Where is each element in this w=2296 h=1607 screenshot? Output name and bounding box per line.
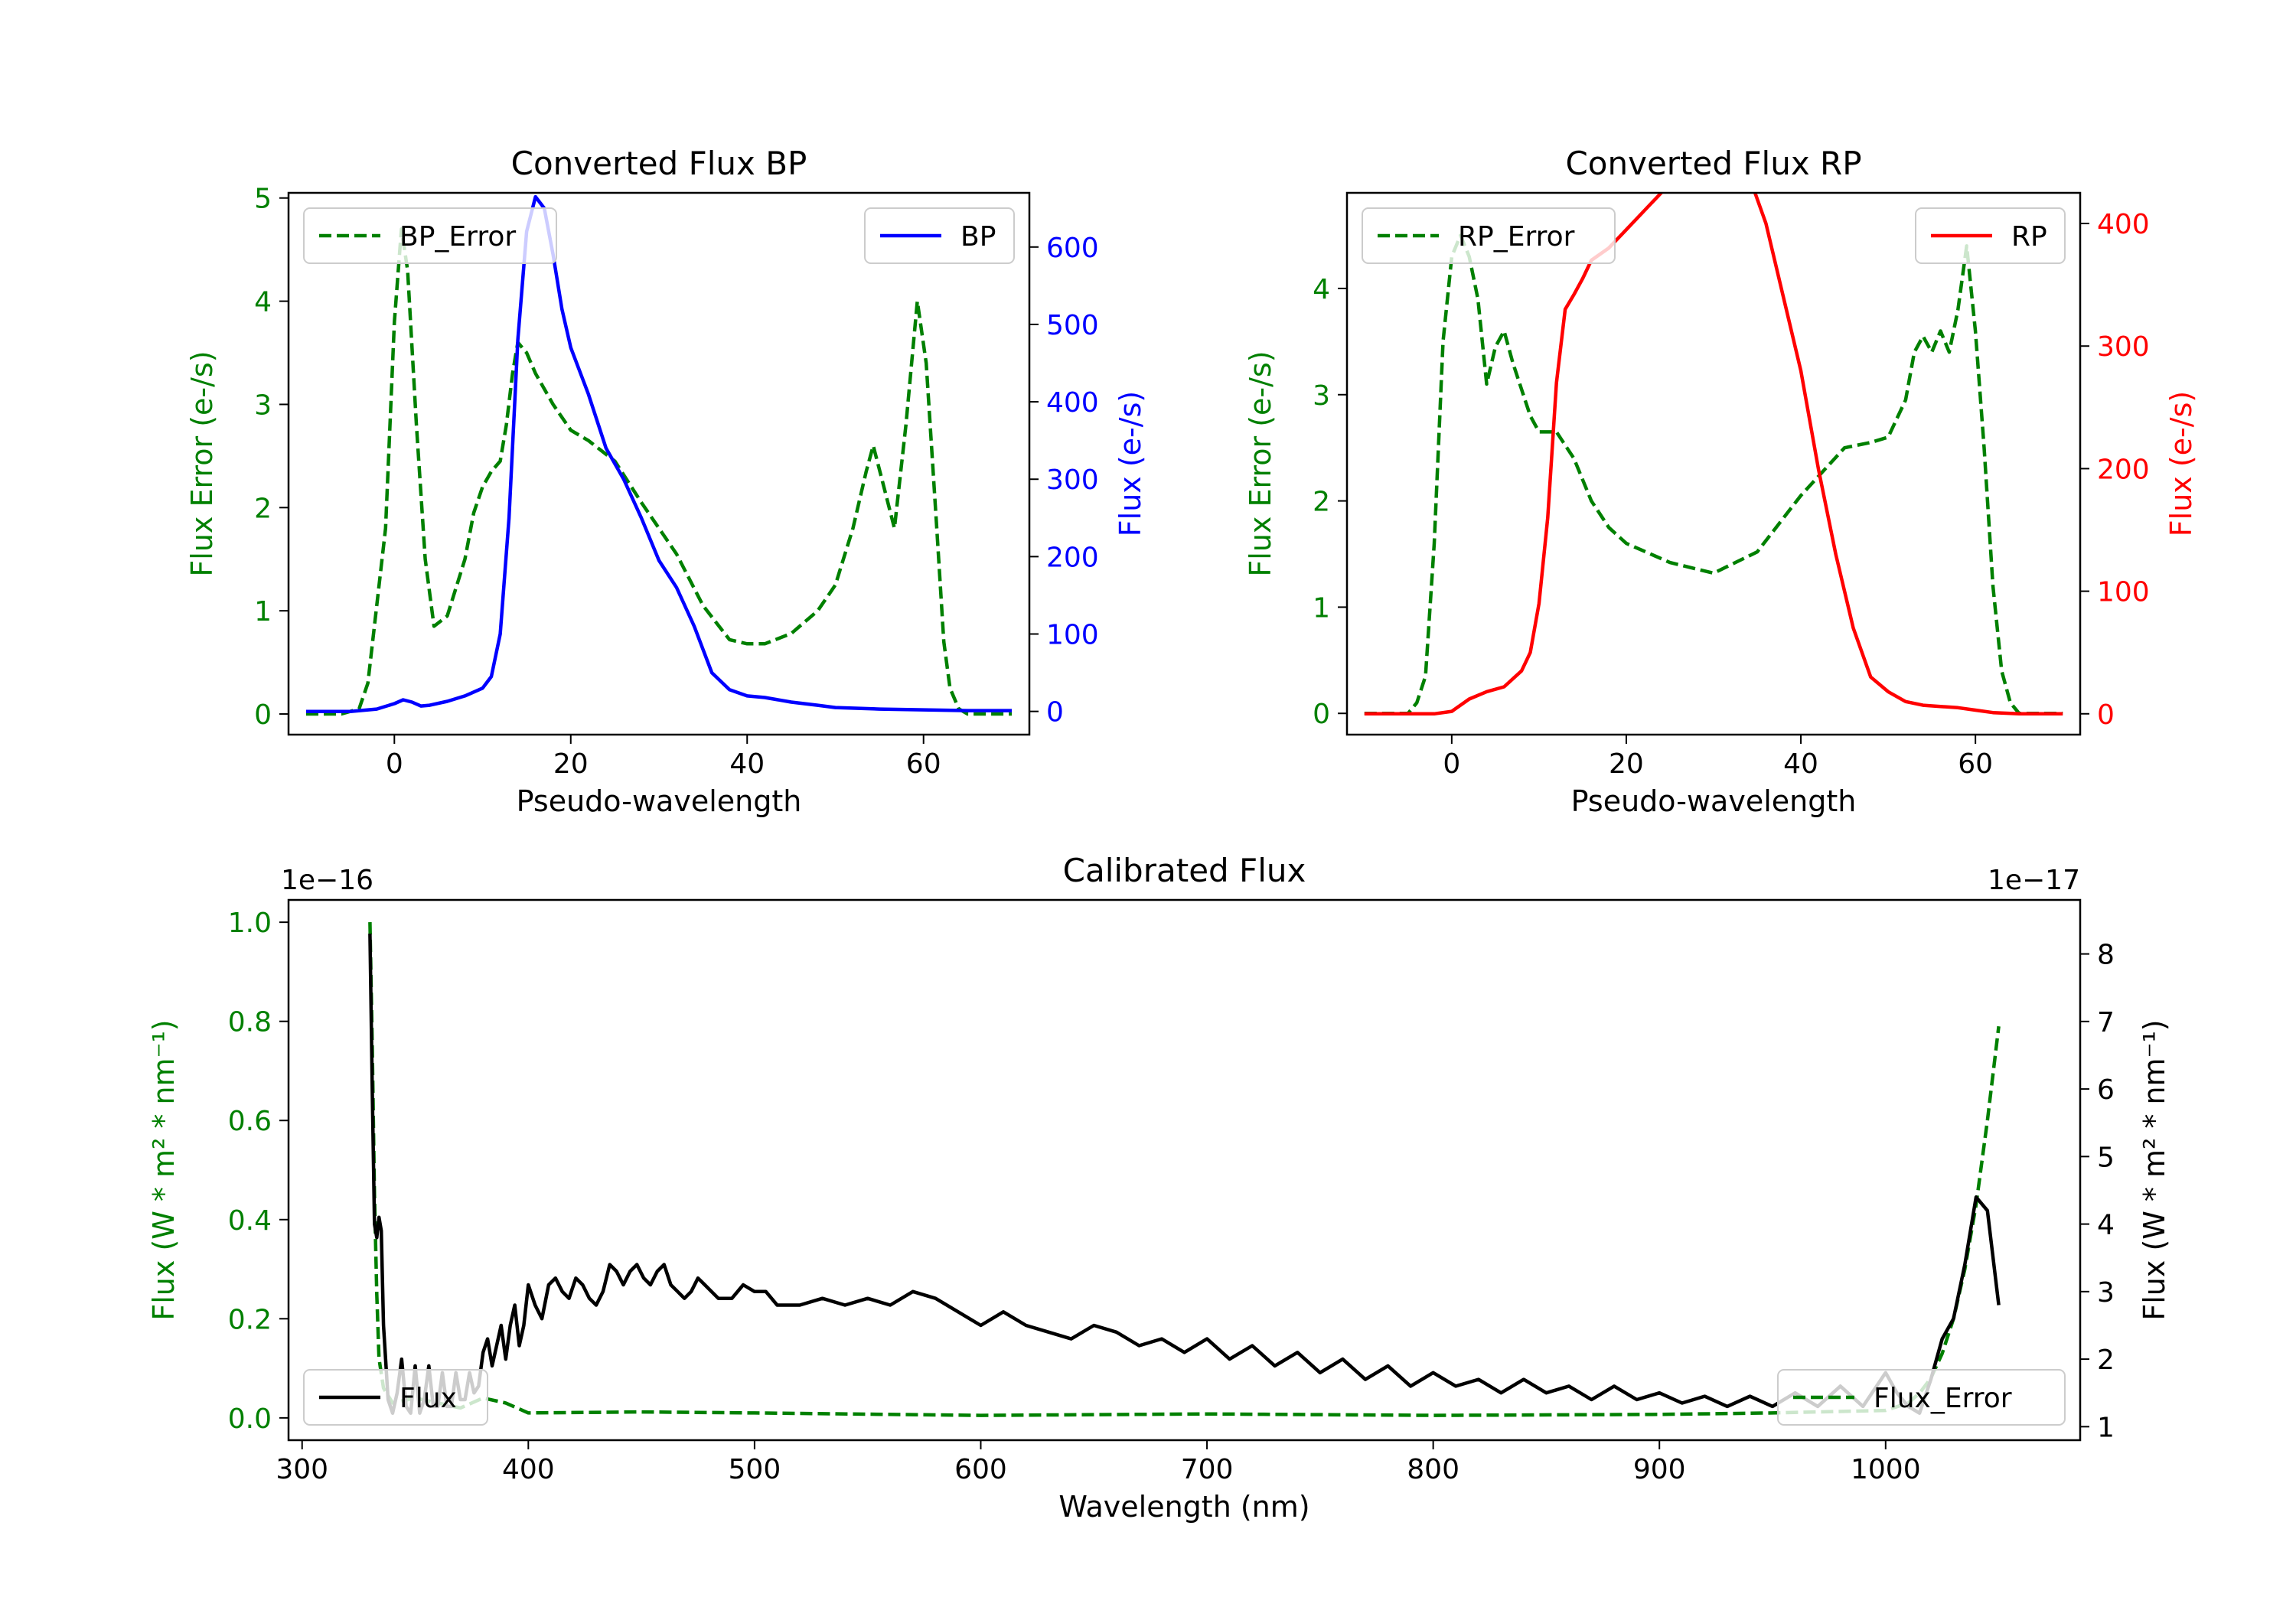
y-left-tick-label: 1 — [1313, 592, 1330, 624]
x-tick-label: 1000 — [1851, 1454, 1921, 1485]
chart-panel-3: Calibrated Flux 300 400 500 600 700 800 900 1000… — [147, 852, 2171, 1524]
y-right-tick-label: 300 — [2097, 331, 2150, 363]
y-left-axis-label: Flux Error (e-/s) — [1244, 350, 1277, 576]
series-line-rp_error — [1364, 233, 2063, 715]
x-tick-label: 40 — [1783, 748, 1818, 780]
plot-frame — [287, 898, 2082, 1442]
x-tick-label: 40 — [729, 748, 765, 780]
legend-label: RP_Error — [1458, 221, 1575, 253]
y-left-tick-label: 4 — [1313, 274, 1330, 305]
y-left-tick-label: 2 — [1313, 487, 1330, 518]
series-line-bp_error — [306, 227, 1012, 716]
x-tick-label: 20 — [553, 748, 589, 780]
x-tick-label: 300 — [276, 1454, 328, 1485]
y-left-tick-label: 4 — [254, 287, 272, 318]
x-tick-label: 500 — [729, 1454, 781, 1485]
legend-label: RP — [2011, 221, 2047, 253]
legend-label: BP — [960, 221, 996, 253]
y-left-tick-label: 0.4 — [228, 1205, 272, 1237]
y-left-tick-label: 3 — [254, 390, 272, 421]
y-right-tick-label: 100 — [1046, 620, 1099, 651]
x-tick-label: 20 — [1609, 748, 1644, 780]
y-right-tick-label: 300 — [1046, 464, 1099, 496]
y-right-tick-label: 6 — [2097, 1074, 2115, 1106]
y-right-tick-label: 200 — [2097, 454, 2150, 485]
y-right-tick-label: 4 — [2097, 1210, 2115, 1241]
chart-title: Calibrated Flux — [1063, 852, 1306, 889]
legend-label: BP_Error — [400, 221, 516, 253]
offset-left-label: 1e−16 — [281, 865, 373, 896]
y-right-tick-label: 400 — [2097, 209, 2150, 240]
x-axis-label: Pseudo-wavelength — [1571, 784, 1857, 818]
offset-right-label: 1e−17 — [1988, 865, 2080, 896]
legend-label: Flux — [400, 1383, 457, 1414]
y-left-axis-label: Flux (W * m² * nm⁻¹) — [147, 1019, 181, 1320]
y-left-tick-label: 0.8 — [228, 1007, 272, 1038]
series-line-rp — [1364, 193, 2063, 716]
y-right-tick-label: 5 — [2097, 1142, 2115, 1173]
y-right-tick-label: 400 — [1046, 387, 1099, 419]
x-axis-label: Pseudo-wavelength — [517, 784, 802, 818]
x-tick-label: 60 — [1958, 748, 1993, 780]
series-line-flux_error — [368, 922, 2001, 1417]
legend-bp_error: BP_Error — [303, 207, 557, 264]
x-tick-label: 0 — [386, 748, 403, 780]
legend-box — [303, 1369, 488, 1426]
y-right-tick-label: 3 — [2097, 1277, 2115, 1309]
y-right-tick-label: 8 — [2097, 940, 2115, 971]
y-right-tick-label: 0 — [1046, 697, 1064, 729]
chart-title: Converted Flux RP — [1565, 145, 1861, 182]
y-right-tick-label: 600 — [1046, 233, 1099, 264]
plot-frame — [287, 191, 1031, 736]
y-right-tick-label: 0 — [2097, 699, 2115, 731]
y-right-tick-label: 2 — [2097, 1345, 2115, 1376]
series-line-flux — [368, 934, 2001, 1415]
x-tick-label: 700 — [1181, 1454, 1234, 1485]
legend-label: Flux_Error — [1874, 1383, 2012, 1414]
x-tick-label: 800 — [1407, 1454, 1459, 1485]
y-left-tick-label: 0 — [1313, 699, 1330, 730]
x-tick-label: 60 — [906, 748, 941, 780]
chart-panel-2: Converted Flux RP0 20 40 60Pseudo-wavelengt… — [1244, 145, 2198, 818]
x-axis-label: Wavelength (nm) — [1058, 1490, 1309, 1524]
y-left-tick-label: 0.2 — [228, 1304, 272, 1335]
legend-box — [1362, 207, 1616, 264]
y-right-tick-label: 100 — [2097, 577, 2150, 608]
y-right-axis-label: Flux (e-/s) — [1114, 391, 1147, 536]
y-left-tick-label: 0 — [254, 699, 272, 731]
series-line-bp — [306, 194, 1012, 713]
chart-title: Converted Flux BP — [511, 145, 807, 182]
chart-panel-1: Converted Flux BP0 20 40 60Pseudo-wavelengt… — [185, 145, 1147, 818]
y-right-axis-label: Flux (W * m² * nm⁻¹) — [2138, 1019, 2171, 1320]
y-left-tick-label: 3 — [1313, 380, 1330, 412]
y-left-tick-label: 2 — [254, 493, 272, 524]
y-left-tick-label: 1 — [254, 596, 272, 627]
y-left-tick-label: 1.0 — [228, 908, 272, 939]
y-left-tick-label: 5 — [254, 184, 272, 215]
y-left-tick-label: 0.0 — [228, 1403, 272, 1435]
legend-box — [303, 207, 557, 264]
y-right-tick-label: 1 — [2097, 1412, 2115, 1443]
y-left-tick-label: 0.6 — [228, 1106, 272, 1137]
plot-frame — [1345, 191, 2082, 736]
y-left-axis-label: Flux Error (e-/s) — [185, 350, 219, 576]
y-right-tick-label: 500 — [1046, 310, 1099, 341]
legend-box — [1777, 1369, 2066, 1426]
x-tick-label: 400 — [502, 1454, 555, 1485]
x-tick-label: 900 — [1633, 1454, 1686, 1485]
legend-flux_error: Flux_Error — [1777, 1369, 2066, 1426]
y-right-tick-label: 7 — [2097, 1007, 2115, 1038]
legend-flux: Flux — [303, 1369, 488, 1426]
legend-bp: BP — [864, 207, 1015, 264]
legend-rp_error: RP_Error — [1362, 207, 1616, 264]
legend-rp: RP — [1915, 207, 2066, 264]
y-right-axis-label: Flux (e-/s) — [2164, 391, 2198, 536]
x-tick-label: 600 — [954, 1454, 1007, 1485]
x-tick-label: 0 — [1443, 748, 1460, 780]
y-right-tick-label: 200 — [1046, 542, 1099, 573]
